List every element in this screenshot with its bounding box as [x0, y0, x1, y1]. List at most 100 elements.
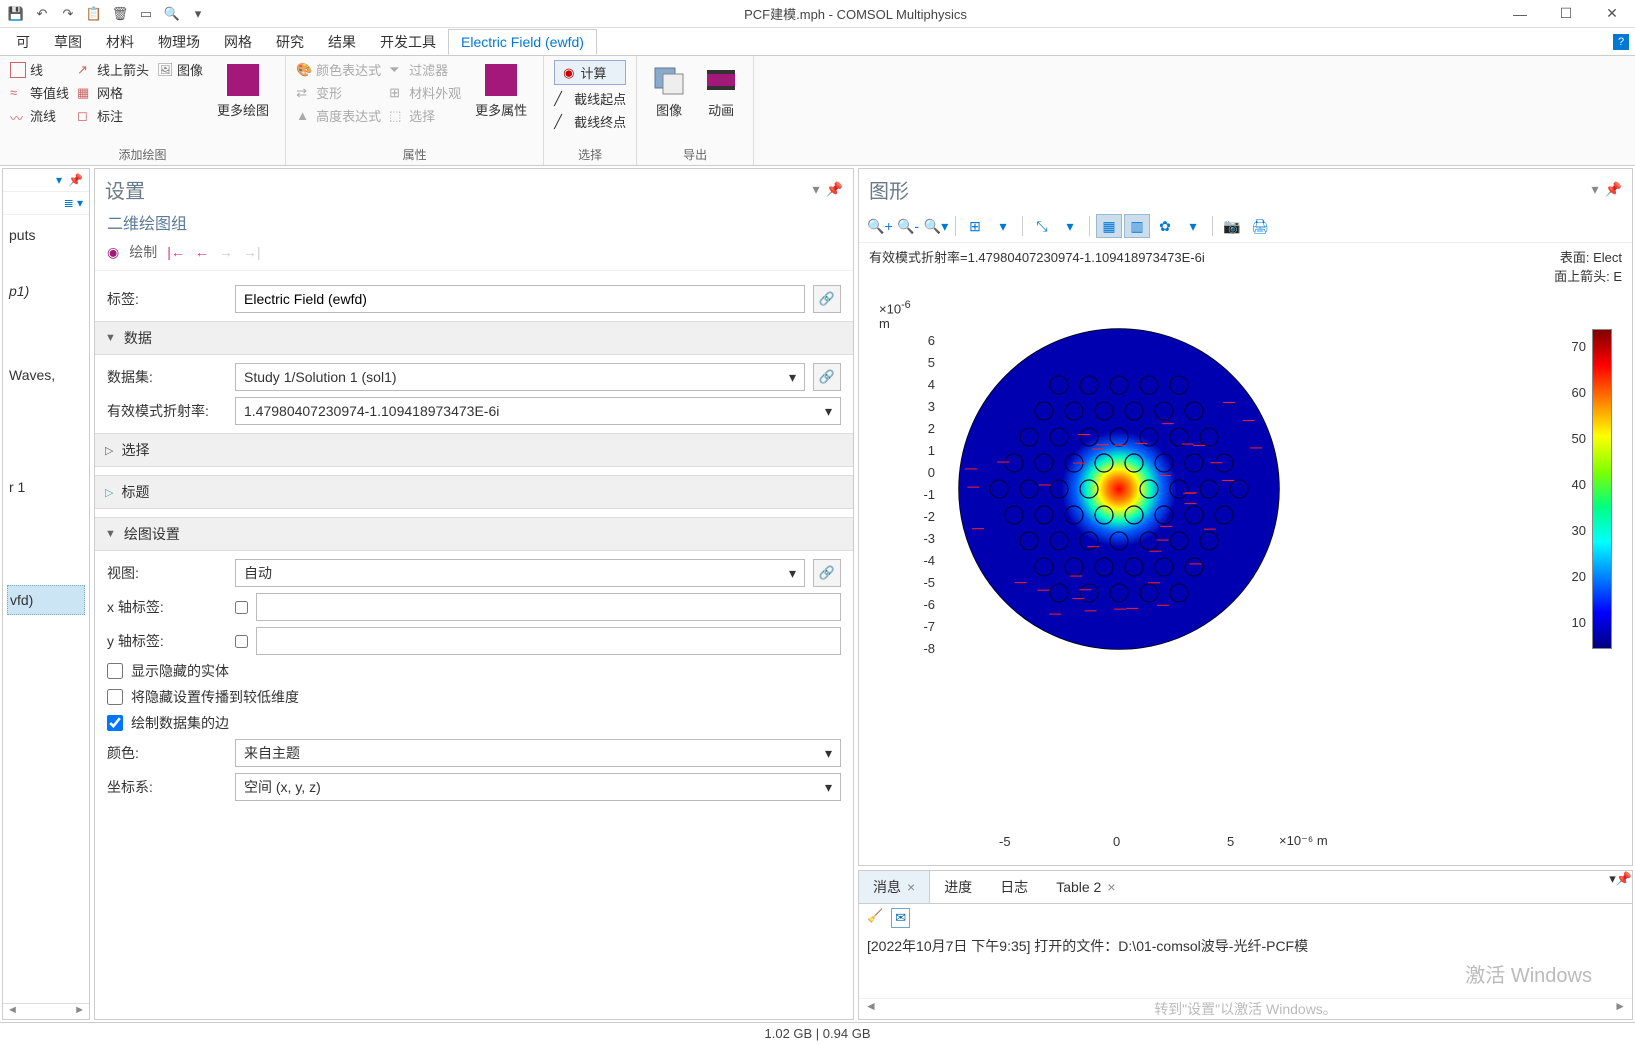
select-refidx[interactable]: 1.47980407230974-1.109418973473E-6i▾ [235, 397, 841, 425]
qat-select-icon[interactable]: ▭ [136, 4, 156, 24]
check-hidden[interactable] [107, 663, 123, 679]
tree-body[interactable]: puts p1) Waves, r 1 vfd) [3, 215, 89, 1003]
tree-item[interactable]: puts [7, 221, 85, 249]
select-view[interactable]: 自动▾ [235, 559, 805, 587]
msg-icon[interactable]: ✉ [891, 908, 910, 928]
tree-item[interactable] [7, 333, 85, 361]
check-edges[interactable] [107, 715, 123, 731]
tab-messages[interactable]: 消息× [859, 871, 930, 903]
menu-sketch[interactable]: 草图 [42, 28, 94, 56]
tree-item[interactable] [7, 417, 85, 445]
check-yaxis[interactable] [235, 635, 248, 648]
menu-study[interactable]: 研究 [264, 28, 316, 56]
nav-first-icon[interactable]: |← [167, 244, 185, 260]
print-icon[interactable]: 🖨 [1247, 214, 1273, 238]
panel-dropdown-icon[interactable]: ▾ [813, 181, 820, 198]
qat-redo-icon[interactable]: ↷ [58, 4, 78, 24]
maximize-button[interactable]: ☐ [1543, 0, 1589, 28]
rbtn-contour[interactable]: ≈等值线 [10, 83, 69, 102]
rbtn-export-image[interactable]: 图像 [647, 60, 691, 123]
aperture-dd-icon[interactable]: ▾ [1180, 214, 1206, 238]
panel-dropdown-icon[interactable]: ▾ [1592, 181, 1599, 198]
view2-icon[interactable]: ▥ [1124, 214, 1150, 238]
menu-geometry[interactable]: 可 [4, 28, 42, 56]
extents-icon[interactable]: ⊞ [962, 214, 988, 238]
tree-item[interactable] [7, 249, 85, 277]
nav-next-icon[interactable]: → [219, 244, 233, 260]
clear-icon[interactable]: 🧹 [867, 908, 883, 928]
tree-item[interactable] [7, 389, 85, 417]
messages-hscroll[interactable]: ◄ 转到"设置"以激活 Windows。 ► [859, 998, 1632, 1019]
qat-zoom-icon[interactable]: 🔍 [162, 4, 182, 24]
tag-link-icon[interactable]: 🔗 [813, 285, 841, 313]
tab-log[interactable]: 日志 [986, 871, 1042, 903]
plot-button[interactable]: 绘制 [129, 242, 157, 262]
nav-prev-icon[interactable]: ← [195, 244, 209, 260]
rbtn-cutend[interactable]: ╱截线终点 [554, 112, 626, 131]
rbtn-moreattr[interactable]: 更多属性 [469, 60, 533, 123]
menu-electric-field[interactable]: Electric Field (ewfd) [448, 29, 597, 55]
check-propagate[interactable] [107, 689, 123, 705]
qat-save-icon[interactable]: 💾 [6, 4, 26, 24]
menu-physics[interactable]: 物理场 [146, 28, 212, 56]
input-xaxis[interactable] [256, 593, 841, 621]
close-button[interactable]: ✕ [1589, 0, 1635, 28]
tree-item[interactable] [7, 445, 85, 473]
rbtn-image[interactable]: 🖼图像 [157, 60, 203, 79]
input-yaxis[interactable] [256, 627, 841, 655]
qat-delete-icon[interactable]: 🗑 [110, 4, 130, 24]
axes-icon[interactable]: ⤡ [1029, 214, 1055, 238]
axes-dd-icon[interactable]: ▾ [1057, 214, 1083, 238]
menu-devtools[interactable]: 开发工具 [368, 28, 448, 56]
select-dataset[interactable]: Study 1/Solution 1 (sol1)▾ [235, 363, 805, 391]
minimize-button[interactable]: — [1497, 0, 1543, 28]
menu-results[interactable]: 结果 [316, 28, 368, 56]
section-select[interactable]: ▷选择 [95, 433, 853, 467]
rbtn-cutstart[interactable]: ╱截线起点 [554, 89, 626, 108]
tree-item[interactable] [7, 529, 85, 557]
tree-item[interactable] [7, 501, 85, 529]
qat-undo-icon[interactable]: ↶ [32, 4, 52, 24]
section-plotset[interactable]: ▼绘图设置 [95, 517, 853, 551]
tree-hscroll[interactable]: ◄► [3, 1003, 89, 1019]
camera-icon[interactable]: 📷 [1219, 214, 1245, 238]
qat-more-icon[interactable]: ▾ [188, 4, 208, 24]
zoomin-icon[interactable]: 🔍+ [867, 214, 893, 238]
extents-dd-icon[interactable]: ▾ [990, 214, 1016, 238]
tree-item[interactable]: r 1 [7, 473, 85, 501]
aperture-icon[interactable]: ✿ [1152, 214, 1178, 238]
rbtn-streamline[interactable]: 〰流线 [10, 106, 69, 125]
rbtn-annot[interactable]: ◻标注 [77, 106, 149, 125]
rbtn-line[interactable]: 线 [10, 60, 69, 79]
menu-mesh[interactable]: 网格 [212, 28, 264, 56]
view-link-icon[interactable]: 🔗 [813, 559, 841, 587]
section-title[interactable]: ▷标题 [95, 475, 853, 509]
view1-icon[interactable]: ▦ [1096, 214, 1122, 238]
rbtn-export-anim[interactable]: 动画 [699, 60, 743, 123]
tree-item[interactable] [7, 305, 85, 333]
rbtn-moreplot[interactable]: 更多绘图 [211, 60, 275, 123]
panel-pin-icon[interactable]: 📌 [1616, 871, 1632, 903]
input-tag[interactable] [235, 285, 805, 313]
qat-copy-icon[interactable]: 📋 [84, 4, 104, 24]
tree-item[interactable]: p1) [7, 277, 85, 305]
panel-pin-icon[interactable]: 📌 [1605, 181, 1622, 198]
tree-item[interactable]: Waves, [7, 361, 85, 389]
rbtn-arrowline[interactable]: ↗线上箭头 [77, 60, 149, 79]
nav-last-icon[interactable]: →| [243, 244, 261, 260]
tab-table2[interactable]: Table 2 × [1042, 871, 1129, 903]
select-color[interactable]: 来自主题▾ [235, 739, 841, 767]
tree-item-selected[interactable]: vfd) [7, 585, 85, 615]
section-data[interactable]: ▼数据 [95, 321, 853, 355]
rbtn-compute[interactable]: ◉计算 [554, 60, 626, 85]
rbtn-mesh[interactable]: ▦网格 [77, 83, 149, 102]
tree-dropdown-icon[interactable]: ▾ [56, 173, 62, 187]
plot-area[interactable]: ×10-6 m 6 5 4 3 2 1 0 -1 -2 -3 -4 -5 [859, 289, 1632, 865]
panel-pin-icon[interactable]: 📌 [826, 181, 843, 198]
select-coord[interactable]: 空间 (x, y, z)▾ [235, 773, 841, 801]
zoomout-icon[interactable]: 🔍- [895, 214, 921, 238]
tree-item[interactable] [7, 557, 85, 585]
tab-progress[interactable]: 进度 [930, 871, 986, 903]
zoombox-icon[interactable]: 🔍▾ [923, 214, 949, 238]
menu-materials[interactable]: 材料 [94, 28, 146, 56]
